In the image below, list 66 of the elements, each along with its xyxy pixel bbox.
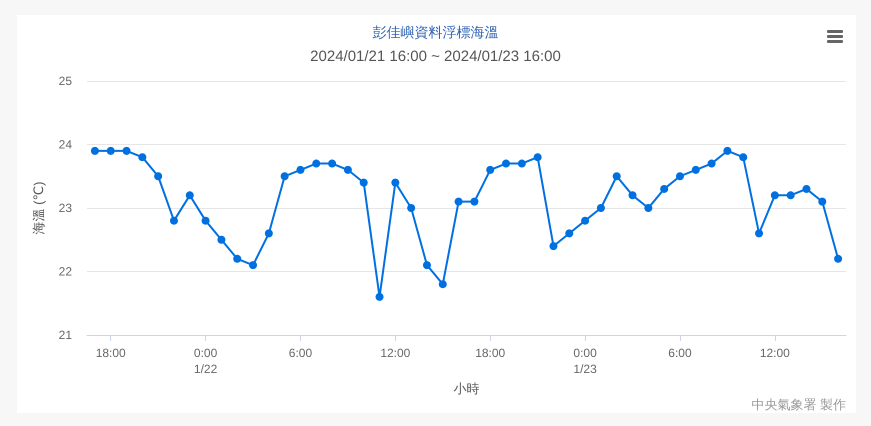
point (692, 166, 700, 174)
point (581, 216, 590, 225)
point (596, 204, 605, 212)
point (565, 229, 574, 238)
point (612, 172, 621, 180)
point (407, 204, 416, 212)
y-tick-label: 25 (58, 74, 72, 88)
point (170, 216, 178, 225)
point (802, 184, 810, 193)
point (422, 261, 431, 270)
point (660, 184, 668, 193)
point (344, 166, 352, 174)
x-tick-label: 18:00 (96, 346, 126, 360)
point (280, 172, 289, 180)
point (470, 198, 478, 206)
y-axis-title: 海溫 (℃) (31, 182, 46, 234)
x-tick-label: 6:00 (288, 346, 312, 360)
x-tick-label: 6:00 (668, 346, 692, 360)
point (138, 153, 146, 162)
point (376, 292, 384, 301)
point (438, 280, 447, 288)
x-tick-label: 0:00 1/22 (194, 346, 218, 376)
chart-title: 彭佳嶼資料浮標海溫 (372, 24, 498, 40)
point (708, 160, 716, 168)
x-tick-label: 18:00 (475, 346, 506, 360)
point (90, 146, 99, 155)
point (328, 160, 336, 168)
y-tick-label: 21 (58, 328, 72, 342)
point (249, 261, 258, 270)
point (755, 229, 764, 238)
point (360, 178, 368, 187)
point (770, 191, 779, 200)
text: 中央氣象署 製作 (751, 397, 846, 412)
point (312, 160, 320, 168)
x-axis-title: 小時 (454, 380, 480, 396)
point (264, 229, 273, 238)
point (122, 146, 131, 155)
y-tick-label: 24 (58, 138, 72, 152)
chart-subtitle: 2024/01/21 16:00 ~ 2024/01/23 16:00 (310, 48, 561, 65)
point (786, 191, 795, 200)
y-tick-label: 23 (58, 201, 72, 215)
point (391, 178, 400, 187)
x-tick-label: 0:00 1/23 (573, 346, 598, 376)
point (676, 172, 684, 180)
point (628, 191, 637, 200)
x-tick-label: 12:00 (760, 346, 790, 360)
point (834, 254, 842, 263)
point (818, 198, 826, 206)
point (106, 146, 115, 155)
point (549, 242, 558, 250)
x-tick-label: 12:00 (380, 346, 411, 360)
point (296, 166, 304, 174)
point (186, 191, 194, 200)
point (723, 146, 732, 155)
point (454, 198, 463, 206)
point (739, 153, 748, 162)
point (217, 236, 226, 244)
point (154, 172, 162, 180)
point (518, 160, 526, 168)
point (534, 153, 542, 162)
y-tick-label: 22 (58, 264, 72, 278)
point (233, 254, 242, 263)
point (202, 216, 210, 225)
point (644, 204, 652, 212)
point (502, 160, 510, 168)
point (486, 166, 494, 174)
